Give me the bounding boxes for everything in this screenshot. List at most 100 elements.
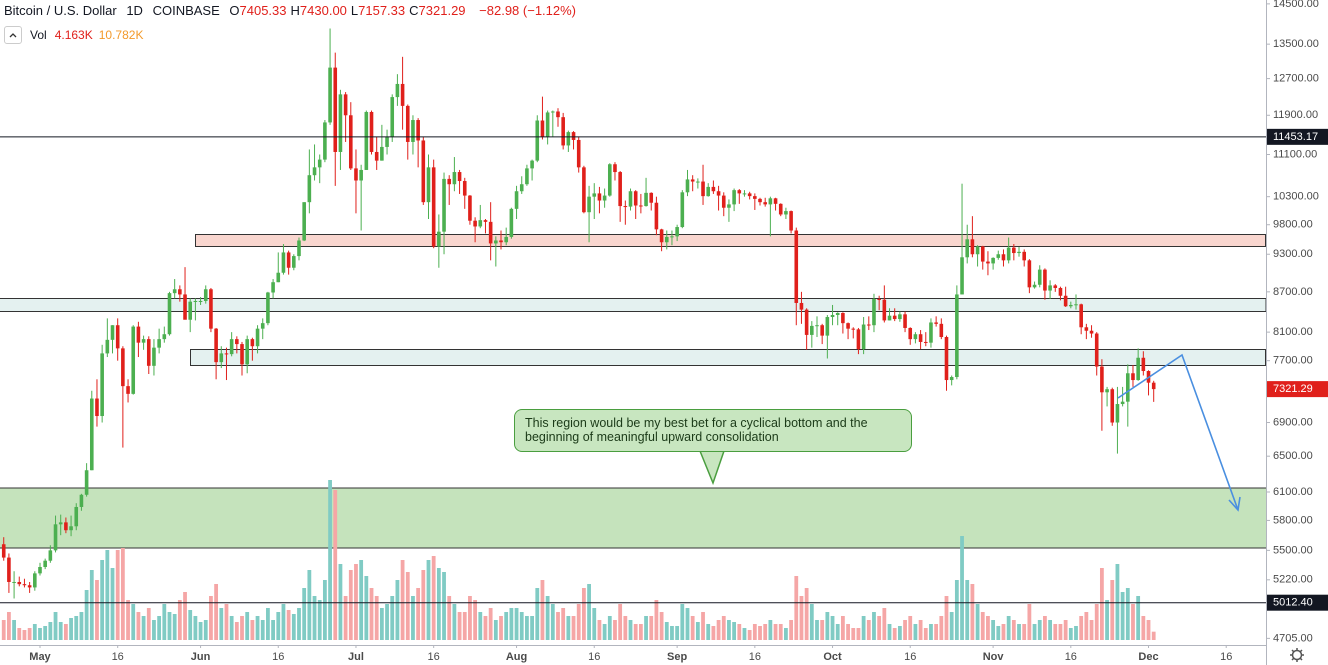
- candle-body: [276, 272, 281, 283]
- candle-body: [903, 314, 907, 328]
- volume-bar: [545, 596, 550, 640]
- candle-body: [468, 195, 472, 221]
- volume-bar: [556, 612, 560, 640]
- candle-body: [447, 178, 452, 185]
- volume-bar: [219, 608, 224, 640]
- candle-body: [452, 172, 457, 185]
- collapse-button[interactable]: [4, 26, 22, 44]
- level-label: 7321.29: [1273, 383, 1313, 395]
- volume-bar: [291, 614, 296, 640]
- x-tick-label: 16: [1220, 651, 1232, 663]
- candle-body: [1006, 247, 1011, 261]
- volume-bar: [872, 612, 876, 640]
- candle-body: [141, 339, 146, 343]
- volume-bar: [944, 596, 949, 640]
- volume-bar: [1094, 604, 1099, 640]
- callout: This region would be my best bet for a c…: [514, 409, 912, 452]
- volume-bar: [789, 620, 793, 640]
- candle-body: [690, 179, 695, 182]
- gear-teeth[interactable]: [1290, 648, 1304, 662]
- volume-bar: [923, 628, 928, 640]
- candle-body: [815, 325, 819, 327]
- candle-body: [1084, 327, 1089, 331]
- volume-bar: [732, 622, 737, 640]
- volume-bar: [913, 624, 918, 640]
- candle-body: [209, 289, 213, 329]
- level-zone: [190, 349, 1266, 366]
- volume-bar: [421, 570, 426, 640]
- volume-bar: [628, 620, 633, 640]
- candle-body: [1110, 389, 1115, 423]
- volume-bar: [359, 560, 364, 640]
- volume-legend: Vol 4.163K 10.782K: [4, 26, 143, 44]
- change: −82.98 (−1.12%): [479, 3, 577, 18]
- candle-body: [219, 353, 224, 363]
- candle-body: [12, 581, 16, 583]
- y-tick-label: 11100.00: [1273, 148, 1317, 160]
- volume-bar: [1, 620, 6, 640]
- candle-body: [323, 122, 327, 160]
- volume-name: Vol: [30, 28, 47, 42]
- volume-bar: [89, 570, 94, 640]
- volume-bar: [405, 572, 410, 640]
- volume-bar: [53, 612, 58, 640]
- volume-bar: [887, 624, 892, 640]
- candle-body: [188, 301, 193, 320]
- ohlc-value: 7321.29: [418, 3, 466, 18]
- interval: 1D: [126, 3, 143, 18]
- callout-pointer: [699, 450, 725, 486]
- volume-bar: [95, 580, 99, 640]
- volume-bar: [286, 610, 291, 640]
- candle-body: [623, 206, 628, 208]
- ohlc-value: 7430.00: [299, 3, 347, 18]
- candle-body: [866, 324, 871, 326]
- volume-bar: [84, 590, 89, 640]
- volume-bar: [499, 616, 503, 640]
- candle-body: [955, 294, 959, 378]
- volume-bar: [146, 608, 151, 640]
- y-tick-label: 4705.00: [1273, 632, 1313, 644]
- volume-bar: [939, 616, 944, 640]
- volume-bar: [592, 608, 597, 640]
- volume-bar: [804, 588, 809, 640]
- volume-bar: [442, 572, 446, 640]
- candle-body: [369, 111, 374, 152]
- candle-body: [846, 323, 850, 329]
- candle-body: [152, 347, 156, 366]
- volume-bar: [1125, 588, 1130, 640]
- volume-bar: [1120, 592, 1125, 640]
- candle-body: [380, 146, 384, 161]
- volume-bar: [1022, 624, 1027, 640]
- candle-body: [582, 167, 586, 213]
- candle-body: [576, 139, 581, 168]
- volume-bar: [390, 596, 395, 640]
- candle-body: [618, 172, 622, 207]
- candle-body: [416, 120, 420, 141]
- volume-bar: [1006, 616, 1011, 640]
- settings-icon[interactable]: [1290, 648, 1304, 662]
- chevron-line[interactable]: [9, 33, 17, 38]
- candle-body: [545, 112, 550, 138]
- volume-bar: [193, 616, 198, 640]
- y-tick-label: 6100.00: [1273, 486, 1313, 498]
- volume-bar: [897, 626, 902, 640]
- y-tick-label: 8100.00: [1273, 326, 1313, 338]
- volume-bar: [240, 616, 244, 640]
- candle-body: [841, 312, 845, 324]
- volume-bar: [198, 622, 203, 640]
- level-label-bg: [1267, 381, 1328, 398]
- candle-body: [240, 344, 244, 365]
- volume-bar: [970, 584, 975, 640]
- candle-body: [245, 339, 249, 365]
- chevron[interactable]: [5, 27, 21, 43]
- x-tick-label: 16: [428, 651, 440, 663]
- volume-bar: [618, 604, 623, 640]
- candle-body: [411, 120, 415, 142]
- candle-body: [333, 67, 338, 152]
- candle-body: [74, 506, 79, 527]
- candle-body: [69, 526, 73, 531]
- candle-body: [473, 220, 477, 227]
- volume-bar: [581, 588, 586, 640]
- x-tick-label: Jul: [348, 651, 364, 663]
- volume-bar: [395, 580, 400, 640]
